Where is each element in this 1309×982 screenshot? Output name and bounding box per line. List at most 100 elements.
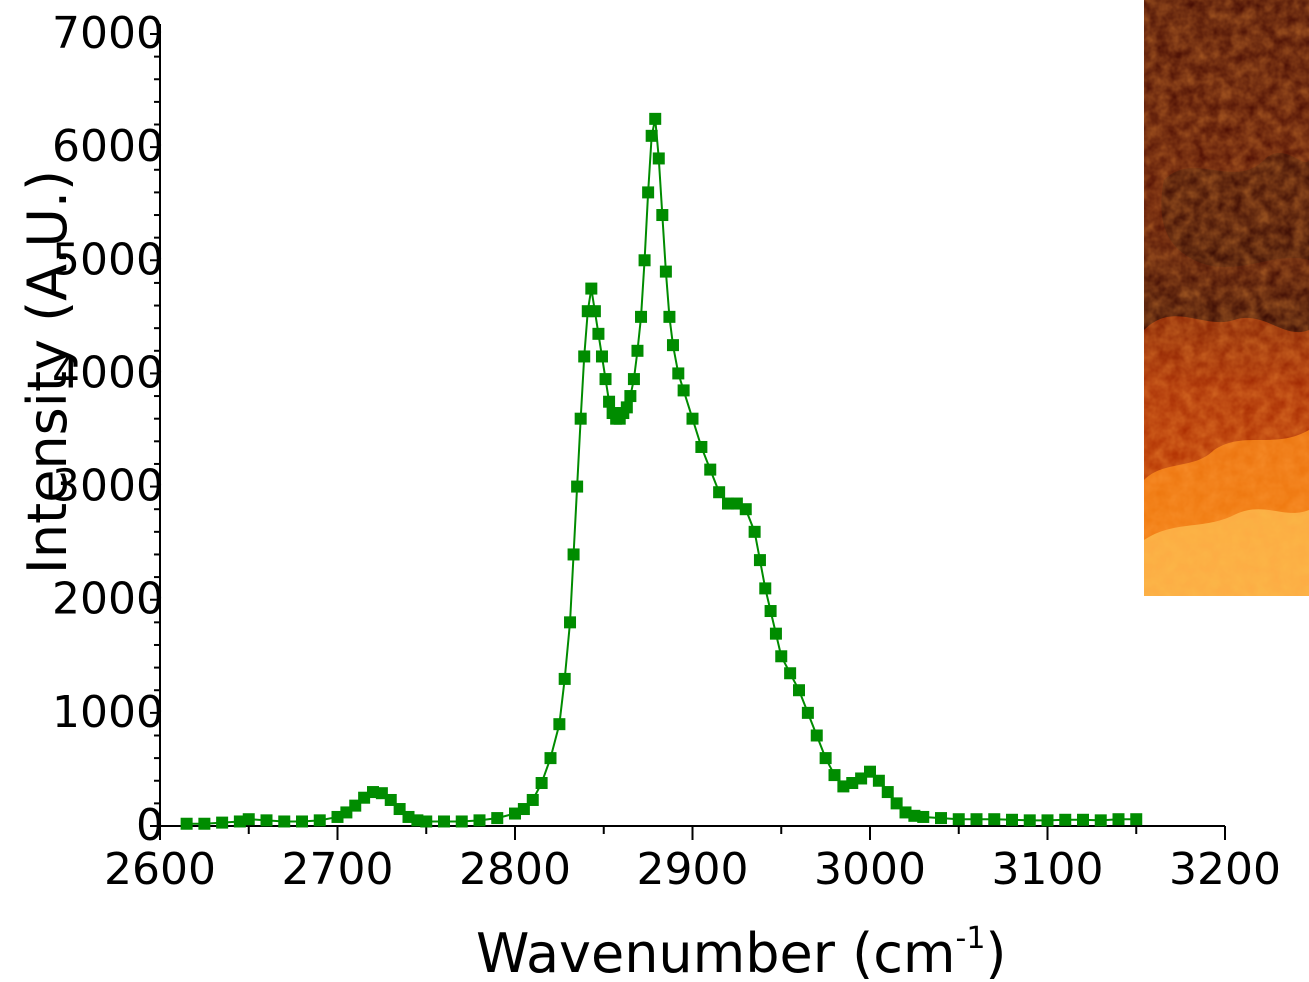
data-point (828, 769, 841, 782)
data-point (1077, 813, 1089, 826)
data-point (677, 384, 690, 397)
data-point (1023, 814, 1036, 827)
data-point (588, 305, 601, 318)
data-point (872, 774, 885, 787)
data-point (603, 395, 616, 408)
data-point (635, 310, 648, 323)
data-point (491, 812, 504, 825)
data-point (695, 440, 708, 453)
y-tick-label: 5000 (52, 234, 164, 285)
data-point (881, 786, 894, 799)
x-tick-label: 3200 (1169, 844, 1281, 895)
data-point (564, 616, 577, 629)
data-point (567, 548, 580, 561)
data-point (748, 525, 761, 538)
data-point (595, 350, 608, 363)
data-point (574, 412, 587, 425)
data-point (649, 112, 662, 125)
data-point (180, 817, 193, 830)
data-point (1094, 814, 1107, 827)
data-point (1041, 814, 1054, 827)
x-tick-label: 2900 (637, 844, 749, 895)
data-point (558, 672, 571, 685)
data-point (599, 373, 612, 386)
data-point (784, 667, 797, 680)
data-point (1006, 813, 1018, 826)
data-point (890, 797, 903, 810)
y-tick-label: 0 (136, 800, 164, 851)
data-point (553, 718, 566, 731)
data-point (739, 503, 752, 516)
data-point (526, 793, 539, 806)
data-point (544, 752, 557, 765)
data-point (585, 282, 598, 295)
data-point (473, 814, 486, 827)
data-point (935, 812, 947, 825)
data-point (624, 390, 637, 403)
data-point (864, 765, 876, 778)
data-point (638, 254, 651, 267)
data-point (1059, 813, 1072, 826)
data-point (793, 684, 805, 697)
data-point (384, 793, 397, 806)
data-point (296, 815, 308, 828)
data-point (592, 327, 605, 340)
axis-labels: Intensity (A.U.) Wavenumber (cm-1) (16, 170, 1007, 982)
data-point (775, 650, 788, 663)
data-point (216, 816, 229, 829)
data-point (645, 129, 658, 142)
y-tick-label: 1000 (52, 687, 164, 738)
data-point (631, 344, 644, 357)
inset-heatmap-image (1144, 0, 1309, 596)
data-point (663, 310, 676, 323)
data-point (420, 815, 433, 828)
y-tick-label: 7000 (52, 8, 164, 59)
data-point (260, 814, 273, 827)
data-point (659, 265, 672, 278)
data-point (313, 814, 326, 827)
data-point (917, 810, 930, 823)
data-point (952, 813, 965, 826)
data-point (620, 401, 633, 414)
data-point (656, 209, 669, 222)
data-point (1130, 813, 1143, 826)
data-point (970, 813, 983, 826)
y-axis-title: Intensity (A.U.) (16, 170, 79, 574)
x-axis-title-main: Wavenumber (cm (476, 922, 956, 982)
x-tick-label: 2700 (282, 844, 394, 895)
data-point (642, 186, 655, 199)
data-point (753, 554, 766, 567)
axes: 2600 2700 2800 2900 3000 3100 3200 0 1000 2000 300… (52, 8, 1281, 895)
data-point (810, 729, 823, 742)
data-point (704, 463, 717, 476)
data-point (627, 373, 640, 386)
data-point (819, 752, 832, 765)
x-tick-label: 2600 (104, 844, 216, 895)
data-point (571, 480, 584, 493)
data-point (672, 367, 685, 380)
data-point (535, 777, 548, 790)
x-axis-title: Wavenumber (cm-1) (476, 921, 1007, 982)
data-point (198, 817, 211, 830)
y-tick-label: 4000 (52, 347, 164, 398)
data-point (713, 486, 726, 499)
data-point (517, 803, 530, 816)
data-point (988, 813, 1001, 826)
x-axis-title-superscript: -1 (956, 921, 986, 956)
x-tick-label: 2800 (459, 844, 571, 895)
data-point (278, 815, 291, 828)
data-point (764, 605, 777, 618)
data-point (578, 350, 591, 363)
data-point (242, 813, 255, 826)
x-tick-label: 3100 (992, 844, 1104, 895)
x-tick-label: 3000 (814, 844, 926, 895)
data-point (455, 815, 468, 828)
data-point (666, 339, 679, 352)
series-spectrum (180, 112, 1143, 830)
data-point (438, 815, 450, 828)
y-tick-label: 2000 (52, 574, 164, 625)
data-point (1112, 813, 1125, 826)
x-axis-title-close: ) (985, 922, 1006, 982)
series-line (186, 118, 1137, 825)
